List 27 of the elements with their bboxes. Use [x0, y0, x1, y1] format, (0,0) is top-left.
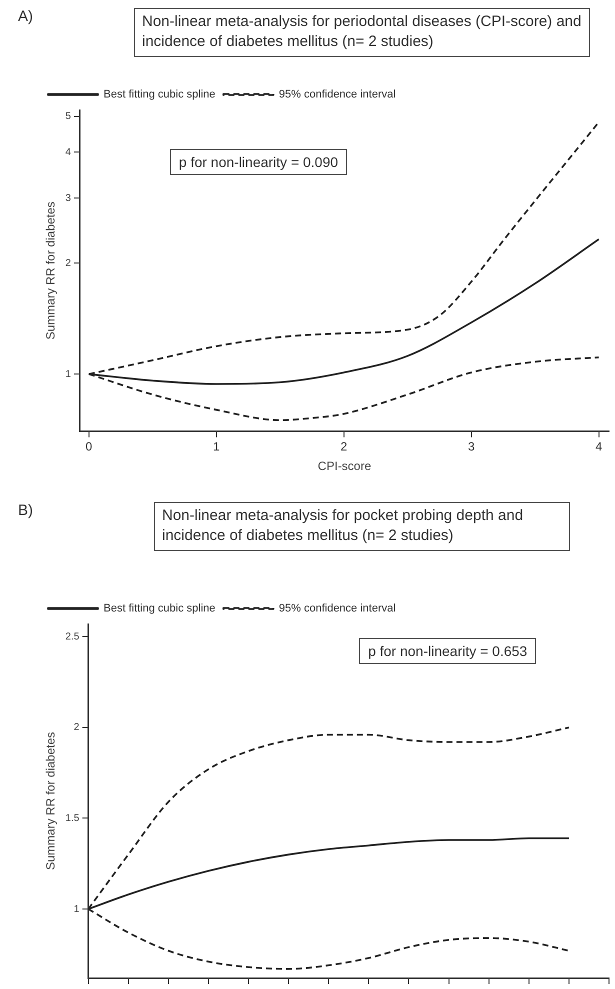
legend-label: Best fitting cubic spline	[104, 88, 216, 101]
x-tick-label: 2	[340, 440, 348, 454]
x-tick-label: 4	[595, 440, 602, 454]
chart-title: Non-linear meta-analysis for pocket probing depth and incidence of diabetes mellitus (n= 2 studies)	[154, 502, 570, 550]
x-axis-title: CPI-score	[318, 459, 372, 474]
y-tick-label: 1	[65, 368, 72, 380]
y-tick-label: 2.5	[65, 631, 80, 642]
chart-title: Non-linear meta-analysis for periodontal diseases (CPI-score) and incidence of diabetes mellitus (n= 2 studies)	[134, 8, 590, 56]
legend-label: 95% confidence interval	[278, 602, 396, 615]
x-tick-label: 1	[213, 440, 220, 454]
y-tick-label: 1.5	[65, 812, 80, 824]
y-axis-title: Summary RR for diabetes	[44, 732, 58, 870]
y-tick-label: 5	[65, 111, 72, 122]
y-tick-label: 2	[74, 722, 80, 734]
y-tick-label: 1	[74, 904, 80, 915]
y-tick-label: 2	[65, 258, 72, 269]
text: A)	[18, 8, 33, 25]
x-tick-label: 3	[468, 440, 475, 454]
y-tick-label: 4	[65, 146, 72, 158]
y-axis-title: Summary RR for diabetes	[44, 202, 58, 340]
text: B)	[18, 502, 33, 519]
x-tick-label: 0	[86, 440, 93, 454]
y-tick-label: 3	[65, 192, 72, 204]
annotation: p for non-linearity = 0.090	[170, 148, 348, 175]
legend-label: 95% confidence interval	[278, 88, 396, 101]
annotation: p for non-linearity = 0.653	[359, 638, 536, 664]
legend-label: Best fitting cubic spline	[104, 602, 216, 615]
